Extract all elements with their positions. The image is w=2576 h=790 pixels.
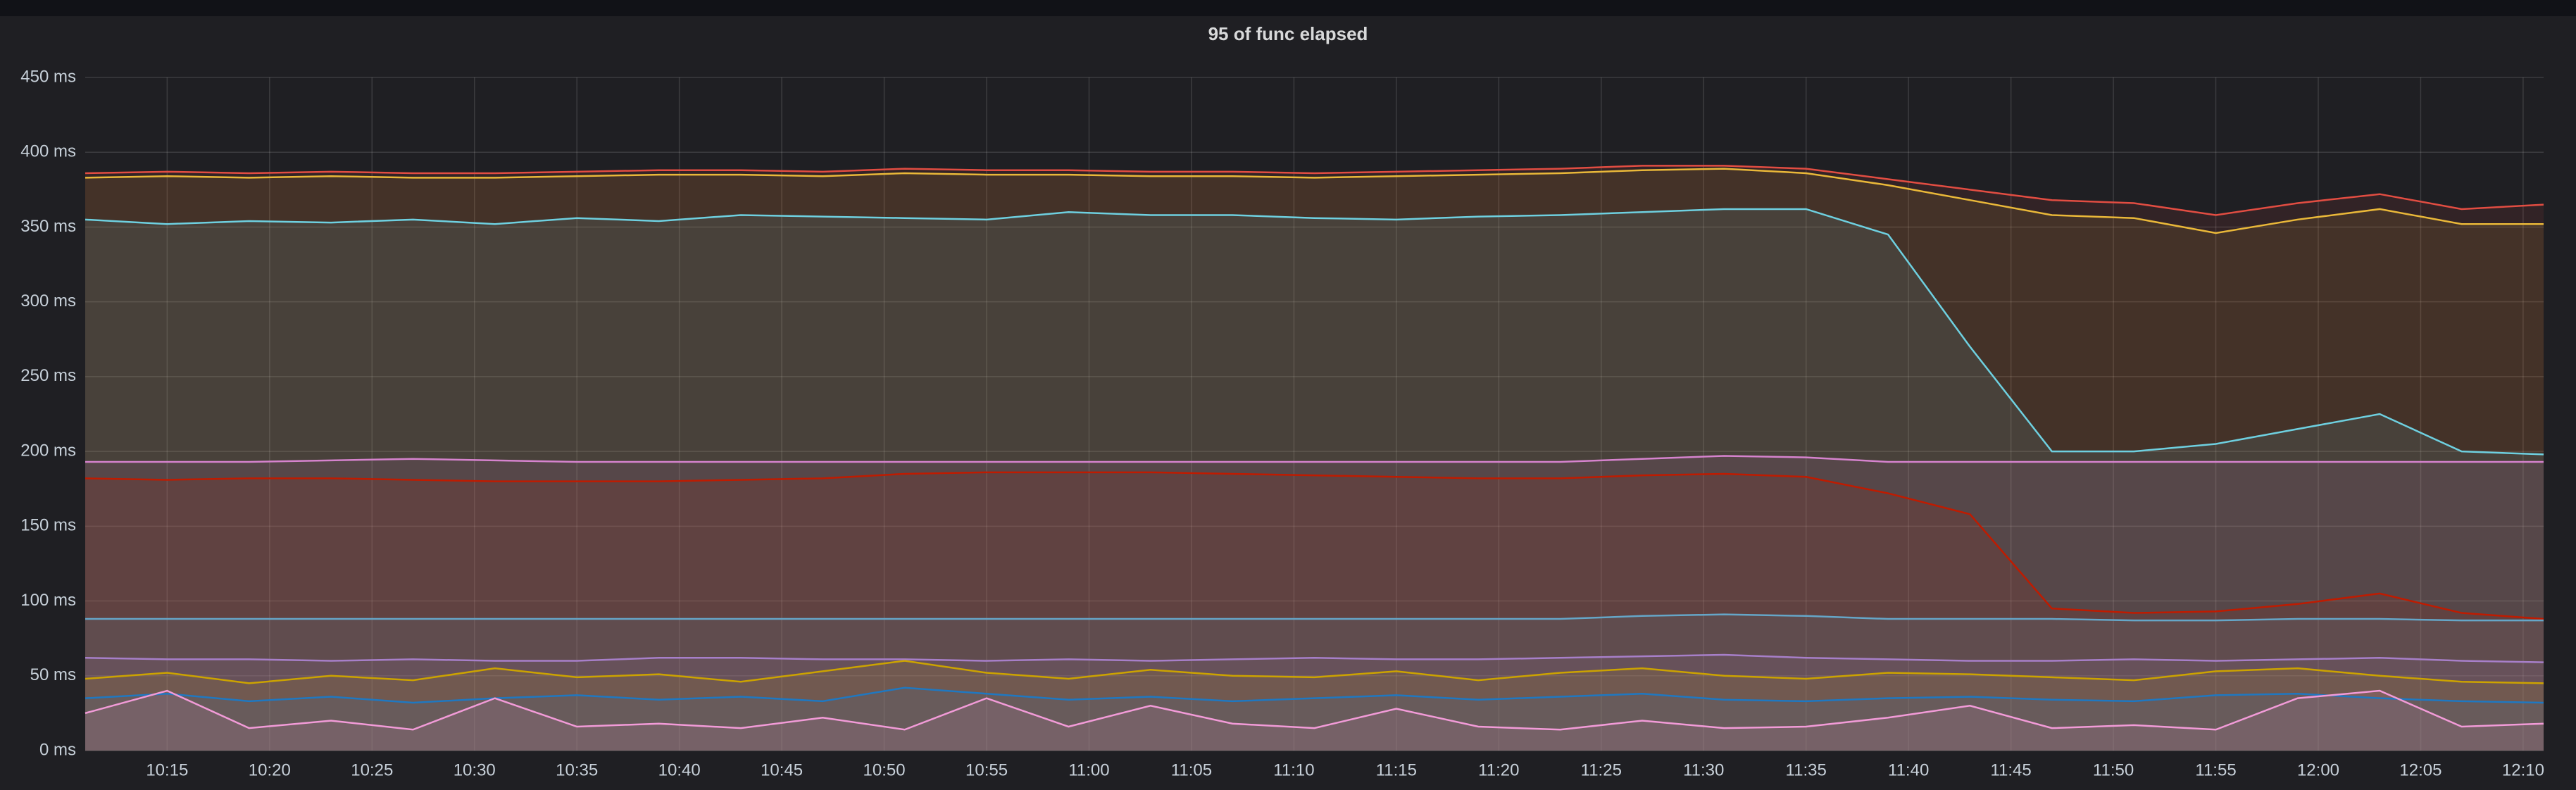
y-tick-label: 100 ms xyxy=(20,591,76,610)
x-tick-label: 11:25 xyxy=(1581,760,1622,779)
x-tick-label: 10:30 xyxy=(454,760,496,779)
series-line xyxy=(85,689,2544,731)
series-area xyxy=(85,208,2544,751)
series-line xyxy=(85,660,2544,684)
x-tick-label: 10:45 xyxy=(761,760,803,779)
y-tick-label: 350 ms xyxy=(20,217,76,236)
series-line xyxy=(85,613,2544,622)
series-line xyxy=(85,208,2544,456)
y-tick-label: 300 ms xyxy=(20,291,76,311)
x-tick-label: 11:10 xyxy=(1273,760,1314,779)
y-tick-label: 50 ms xyxy=(30,665,76,684)
x-tick-label: 11:40 xyxy=(1888,760,1929,779)
series-area xyxy=(85,691,2544,751)
series-area xyxy=(85,456,2544,751)
x-tick-label: 11:15 xyxy=(1376,760,1417,779)
y-tick-label: 450 ms xyxy=(20,67,76,86)
x-tick-label: 10:50 xyxy=(863,760,906,779)
panel xyxy=(0,16,2576,790)
x-tick-label: 11:00 xyxy=(1068,760,1109,779)
x-tick-label: 12:10 xyxy=(2502,760,2544,779)
x-tick-label: 11:45 xyxy=(1990,760,2031,779)
x-tick-label: 10:35 xyxy=(556,760,598,779)
series-area xyxy=(85,165,2544,751)
x-tick-label: 12:05 xyxy=(2399,760,2441,779)
series-line xyxy=(85,471,2544,620)
x-tick-label: 11:35 xyxy=(1786,760,1827,779)
series-area xyxy=(85,687,2544,751)
series-line xyxy=(85,165,2544,216)
series-line xyxy=(85,168,2544,234)
x-tick-label: 10:15 xyxy=(146,760,188,779)
series-area xyxy=(85,614,2544,751)
x-tick-label: 10:55 xyxy=(965,760,1008,779)
y-tick-label: 400 ms xyxy=(20,142,76,161)
series-line xyxy=(85,653,2544,663)
y-tick-label: 0 ms xyxy=(39,740,76,759)
x-tick-label: 11:20 xyxy=(1478,760,1519,779)
x-tick-label: 12:00 xyxy=(2297,760,2339,779)
series-line xyxy=(85,455,2544,463)
x-tick-label: 11:55 xyxy=(2195,760,2236,779)
x-tick-label: 11:05 xyxy=(1171,760,1212,779)
x-tick-label: 10:20 xyxy=(249,760,291,779)
chart-title: 95 of func elapsed xyxy=(1208,23,1368,44)
x-tick-label: 11:50 xyxy=(2093,760,2134,779)
y-tick-label: 200 ms xyxy=(20,441,76,460)
series-area xyxy=(85,472,2544,751)
y-tick-label: 150 ms xyxy=(20,516,76,535)
y-tick-label: 250 ms xyxy=(20,366,76,385)
series-area xyxy=(85,168,2544,751)
x-tick-label: 11:30 xyxy=(1683,760,1724,779)
x-tick-label: 10:40 xyxy=(658,760,701,779)
x-tick-label: 10:25 xyxy=(351,760,393,779)
series-area xyxy=(85,660,2544,751)
